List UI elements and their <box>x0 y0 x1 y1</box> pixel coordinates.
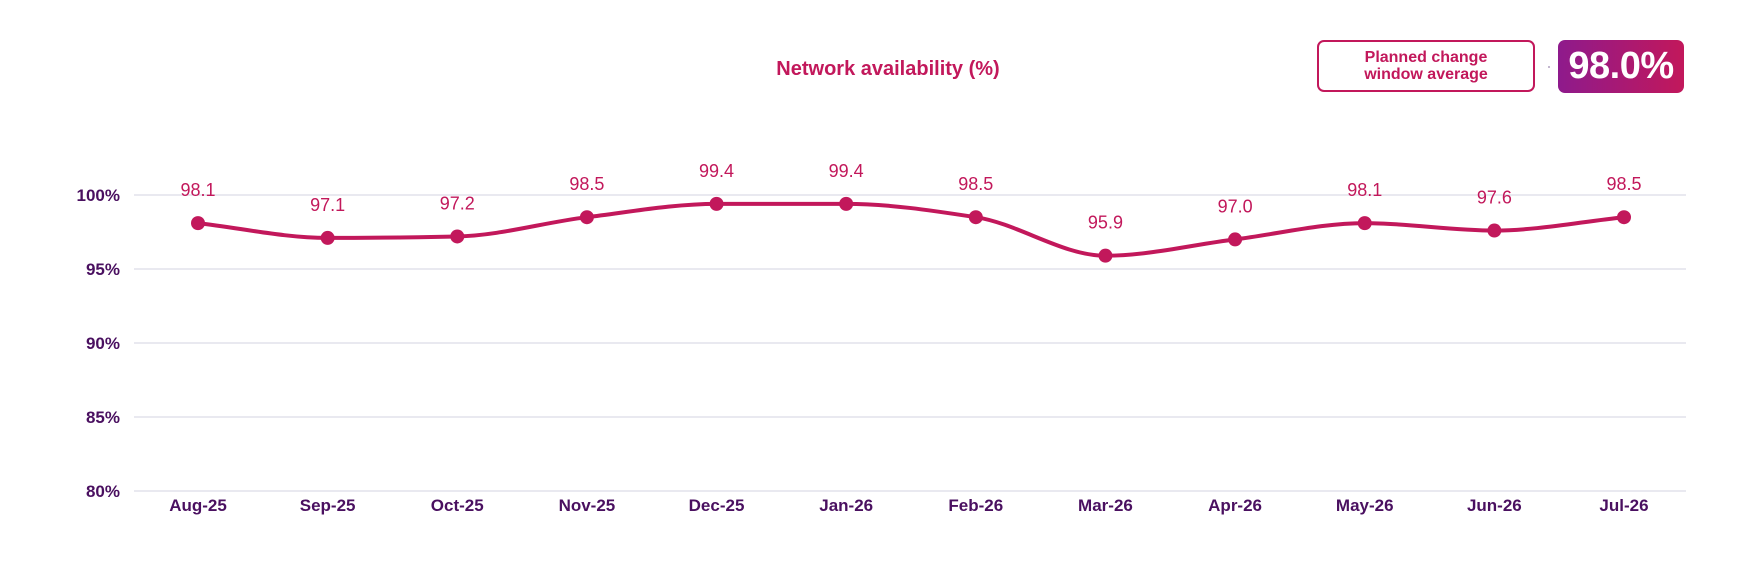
y-tick-label: 80% <box>86 482 120 501</box>
data-point <box>450 229 465 244</box>
x-tick-label: May-26 <box>1336 496 1394 515</box>
data-label: 98.1 <box>1347 180 1382 200</box>
x-tick-label: Dec-25 <box>689 496 745 515</box>
kpi-value: 98.0% <box>1568 45 1674 87</box>
data-labels: 98.1 97.1 97.2 98.5 99.4 99.4 98.5 95.9 97.0 98.1… <box>180 161 1641 233</box>
data-label: 99.4 <box>699 161 734 181</box>
data-point <box>968 210 983 225</box>
x-tick-label: Nov-25 <box>559 496 616 515</box>
data-label: 98.5 <box>569 174 604 194</box>
x-axis-ticks: Aug-25 Sep-25 Oct-25 Nov-25 Dec-25 Jan-26 Feb-… <box>169 496 1648 515</box>
kpi-value-badge: 98.0% <box>1558 40 1684 93</box>
data-label: 97.2 <box>440 193 475 213</box>
x-tick-label: Mar-26 <box>1078 496 1133 515</box>
data-point <box>579 210 594 225</box>
x-tick-label: Sep-25 <box>300 496 356 515</box>
data-point <box>191 216 205 231</box>
x-tick-label: Jan-26 <box>819 496 873 515</box>
data-points <box>191 196 1631 263</box>
data-label: 98.1 <box>180 180 215 200</box>
data-label: 99.4 <box>829 161 864 181</box>
grid-lines <box>134 194 1686 492</box>
data-point <box>1357 216 1372 231</box>
y-tick-label: 95% <box>86 260 120 279</box>
data-label: 97.6 <box>1477 188 1512 208</box>
data-point <box>1487 223 1502 238</box>
data-label: 98.5 <box>1606 174 1641 194</box>
x-tick-label: Feb-26 <box>948 496 1003 515</box>
data-label: 95.9 <box>1088 213 1123 233</box>
x-tick-label: Jul-26 <box>1599 496 1648 515</box>
y-tick-label: 100% <box>77 186 120 205</box>
x-tick-label: Aug-25 <box>169 496 227 515</box>
kpi-separator-dot <box>1548 66 1550 68</box>
series-line <box>196 201 1626 258</box>
kpi-label: Planned change window average <box>1364 49 1488 83</box>
x-tick-label: Apr-26 <box>1208 496 1262 515</box>
data-label: 97.1 <box>310 195 345 215</box>
x-tick-label: Oct-25 <box>431 496 484 515</box>
y-tick-label: 90% <box>86 334 120 353</box>
y-axis-ticks: 100% 95% 90% 85% 80% <box>77 186 120 501</box>
data-point <box>1617 210 1631 225</box>
data-point <box>1228 232 1243 247</box>
data-point <box>1098 248 1113 263</box>
data-label: 98.5 <box>958 174 993 194</box>
chart-title: Network availability (%) <box>776 58 999 80</box>
data-point <box>839 196 854 211</box>
data-label: 97.0 <box>1218 196 1253 216</box>
kpi-label-box: Planned change window average <box>1317 40 1535 92</box>
data-point <box>320 230 335 245</box>
x-tick-label: Jun-26 <box>1467 496 1522 515</box>
y-tick-label: 85% <box>86 408 120 427</box>
data-point <box>709 196 724 211</box>
